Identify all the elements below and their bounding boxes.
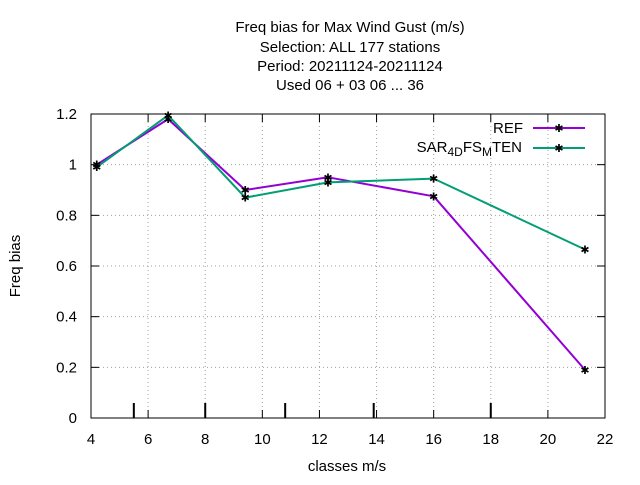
x-axis-ticks: 4 6 8 10 12 14 16 18 20 22 <box>87 114 614 448</box>
y-tick-label-6: 1.2 <box>56 106 77 123</box>
y-tick-label-4: 0.8 <box>56 207 77 224</box>
x-tick-label-3: 10 <box>254 431 271 448</box>
data-point-0-1: ✱ <box>163 114 172 126</box>
y-tick-label-3: 0.6 <box>56 258 77 275</box>
data-point-1-5: ✱ <box>580 245 589 257</box>
data-point-1-2: ✱ <box>241 193 250 205</box>
x-tick-label-6: 16 <box>425 431 442 448</box>
y-tick-label-5: 1 <box>69 157 77 174</box>
title-line-1: Freq bias for Max Wind Gust (m/s) <box>235 19 464 36</box>
series-line-1 <box>96 114 586 251</box>
data-point-1-3: ✱ <box>323 177 332 189</box>
title-line-2: Selection: ALL 177 stations <box>260 39 440 56</box>
data-point-0-2: ✱ <box>241 185 250 197</box>
x-tick-label-2: 8 <box>201 431 209 448</box>
legend-marker-ref: ✱ <box>554 123 563 135</box>
y-axis-label: Freq bias <box>7 235 24 298</box>
x-tick-label-9: 22 <box>597 431 614 448</box>
title-line-4: Used 06 + 03 06 ... 36 <box>276 77 424 94</box>
grid-lines <box>91 114 605 418</box>
data-point-1-4: ✱ <box>429 174 438 186</box>
x-tick-label-1: 6 <box>144 431 152 448</box>
legend-label-sar: SAR4DFSMTEN <box>417 139 522 159</box>
legend-label-ref: REF <box>493 120 523 137</box>
series-1: ✱✱✱✱ ✱✱ <box>92 110 590 256</box>
title-line-3: Period: 20211124-20211124 <box>257 58 443 75</box>
x-tick-label-4: 12 <box>311 431 328 448</box>
y-tick-label-1: 0.2 <box>56 359 77 376</box>
class-boundary-marks <box>132 403 492 418</box>
series-line-0 <box>96 118 586 371</box>
x-tick-label-8: 20 <box>540 431 557 448</box>
y-tick-label-0: 0 <box>69 410 77 427</box>
data-point-1-0: ✱ <box>92 162 101 174</box>
data-point-1-1: ✱ <box>163 110 172 122</box>
series-0: ✱✱✱✱✱✱ <box>92 114 590 377</box>
y-tick-label-2: 0.4 <box>56 309 77 326</box>
x-axis-label: classes m/s <box>308 458 386 475</box>
x-tick-label-5: 14 <box>368 431 385 448</box>
series-group: ✱✱✱✱✱✱✱✱✱✱ ✱✱ <box>92 110 590 377</box>
data-point-0-4: ✱ <box>429 191 438 203</box>
y-axis-ticks: 0 0.2 0.4 0.6 0.8 1 1.2 <box>56 106 605 427</box>
data-point-0-3: ✱ <box>323 172 332 184</box>
x-tick-label-0: 4 <box>87 431 95 448</box>
chart-title: Freq bias for Max Wind Gust (m/s) Select… <box>235 19 464 94</box>
legend-marker-sar: ✱ <box>554 143 563 155</box>
x-tick-label-7: 18 <box>482 431 499 448</box>
data-point-0-0: ✱ <box>92 160 101 172</box>
plot-frame <box>90 113 606 419</box>
legend: REF ✱ SAR4DFSMTEN ✱ <box>417 120 585 159</box>
data-point-0-5: ✱ <box>580 365 589 377</box>
